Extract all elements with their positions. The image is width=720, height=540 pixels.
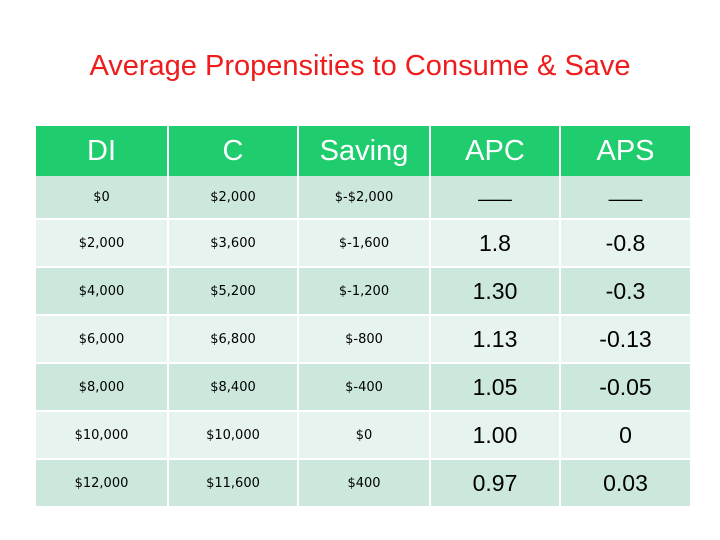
table-row: $12,000 $11,600 $400 0.97 0.03 [36,459,690,508]
cell-c: $11,600 [168,459,299,508]
header-apc: APC [430,126,561,176]
header-c: C [168,126,299,176]
table-row: $8,000 $8,400 $-400 1.05 -0.05 [36,363,690,412]
cell-saving: $-400 [298,363,431,412]
cell-c: $3,600 [168,219,299,268]
cell-aps: 0 [560,411,690,460]
cell-di: $6,000 [36,315,169,364]
cell-saving: $400 [298,459,431,508]
cell-di: $8,000 [36,363,169,412]
table-row: $0 $2,000 $-$2,000 ___ ___ [36,176,690,220]
cell-apc: 0.97 [430,459,561,508]
table-row: $10,000 $10,000 $0 1.00 0 [36,411,690,460]
cell-apc: 1.05 [430,363,561,412]
cell-di: $0 [36,176,169,220]
propensity-table-container: DI C Saving APC APS $0 $2,000 $-$2,000 _… [36,126,690,508]
cell-c: $10,000 [168,411,299,460]
cell-aps: -0.8 [560,219,690,268]
cell-saving: $-1,600 [298,219,431,268]
table-header-row: DI C Saving APC APS [36,126,690,176]
cell-aps: ___ [560,176,690,220]
table-row: $6,000 $6,800 $-800 1.13 -0.13 [36,315,690,364]
propensity-table: DI C Saving APC APS $0 $2,000 $-$2,000 _… [36,126,690,508]
cell-c: $6,800 [168,315,299,364]
table-row: $2,000 $3,600 $-1,600 1.8 -0.8 [36,219,690,268]
cell-c: $8,400 [168,363,299,412]
cell-di: $10,000 [36,411,169,460]
cell-di: $2,000 [36,219,169,268]
cell-aps: 0.03 [560,459,690,508]
header-saving: Saving [298,126,431,176]
cell-saving: $0 [298,411,431,460]
cell-di: $4,000 [36,267,169,316]
cell-apc: 1.13 [430,315,561,364]
cell-apc: ___ [430,176,561,220]
cell-aps: -0.13 [560,315,690,364]
slide-title: Average Propensities to Consume & Save [89,50,631,82]
header-di: DI [36,126,169,176]
cell-apc: 1.8 [430,219,561,268]
cell-c: $5,200 [168,267,299,316]
cell-c: $2,000 [168,176,299,220]
cell-aps: -0.05 [560,363,690,412]
cell-apc: 1.00 [430,411,561,460]
header-aps: APS [560,126,690,176]
cell-apc: 1.30 [430,267,561,316]
cell-saving: $-$2,000 [298,176,431,220]
cell-apc-value: ___ [478,180,512,202]
table-row: $4,000 $5,200 $-1,200 1.30 -0.3 [36,267,690,316]
cell-di: $12,000 [36,459,169,508]
cell-aps-value: ___ [608,180,643,202]
cell-aps: -0.3 [560,267,690,316]
cell-saving: $-1,200 [298,267,431,316]
cell-saving: $-800 [298,315,431,364]
